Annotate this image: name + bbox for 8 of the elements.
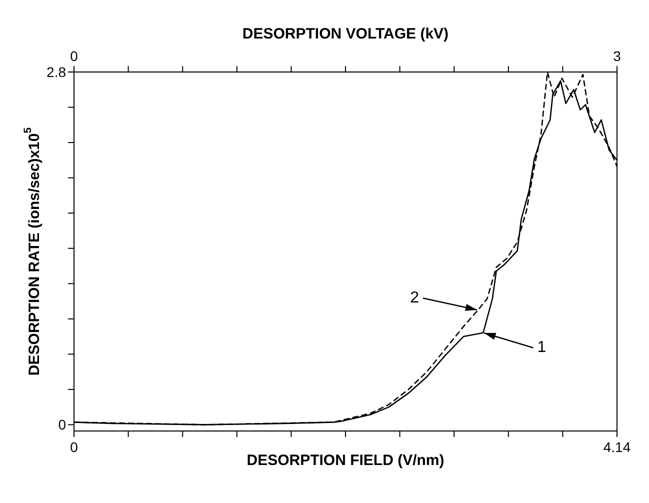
x-tick-label: 4.14: [603, 439, 631, 455]
annotation: 2: [410, 290, 420, 307]
y-tick-label: 2.8: [46, 64, 66, 80]
x-axis-title: DESORPTION FIELD (V/nm): [246, 452, 444, 469]
x2-tick-label: 0: [70, 48, 78, 64]
annotation: 1: [537, 339, 546, 356]
x2-tick-label: 3: [613, 48, 622, 64]
x2-axis-title: DESORPTION VOLTAGE (kV): [242, 26, 449, 42]
